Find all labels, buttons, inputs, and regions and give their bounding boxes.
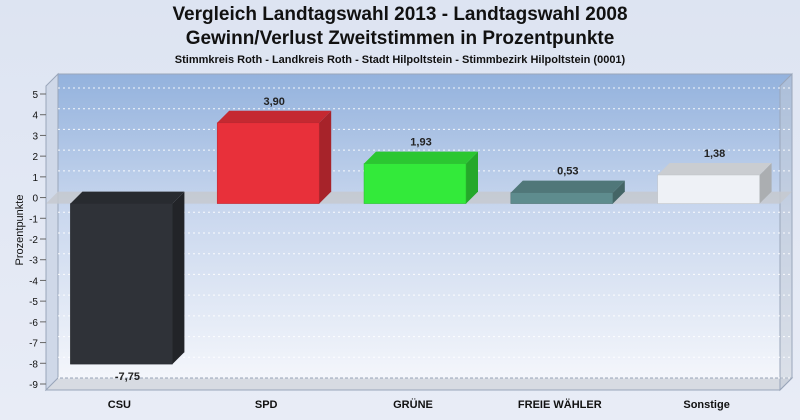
y-tick-label: 1 bbox=[32, 173, 38, 184]
x-category-label: FREIE WÄHLER bbox=[518, 398, 602, 411]
bar-top bbox=[217, 110, 332, 123]
bar-side bbox=[319, 110, 332, 204]
data-label: 0,53 bbox=[557, 166, 578, 178]
y-tick-label: -3 bbox=[29, 256, 38, 267]
bar-front bbox=[657, 174, 760, 204]
bar-front bbox=[510, 192, 614, 204]
data-label: 3,90 bbox=[263, 96, 284, 108]
y-tick-label: 3 bbox=[32, 131, 38, 142]
bar-front bbox=[70, 203, 173, 365]
data-label: 1,38 bbox=[704, 148, 725, 160]
y-tick-label: 2 bbox=[32, 152, 38, 163]
bar-grüne: 1,93 bbox=[363, 137, 478, 204]
bar-freie-wähler: 0,53 bbox=[510, 166, 625, 204]
x-category-label: CSU bbox=[108, 399, 131, 411]
x-category-label: SPD bbox=[255, 399, 278, 411]
bar-top bbox=[657, 162, 772, 175]
y-tick-label: -9 bbox=[29, 380, 38, 391]
chart-region-caption: Stimmkreis Roth - Landkreis Roth - Stadt… bbox=[174, 54, 626, 66]
bar-spd: 3,90 bbox=[216, 96, 332, 204]
y-tick-label: 0 bbox=[32, 194, 38, 205]
bar-side bbox=[612, 180, 625, 204]
chart-subtitle: Gewinn/Verlust Zweitstimmen in Prozentpu… bbox=[185, 28, 615, 49]
bar-side bbox=[466, 151, 478, 204]
plot-side-wall bbox=[45, 72, 59, 392]
y-tick-label: -5 bbox=[29, 297, 38, 308]
data-label: 1,93 bbox=[410, 137, 431, 149]
bar-top bbox=[70, 191, 185, 204]
x-category-label: GRÜNE bbox=[393, 398, 433, 411]
x-category-label: Sonstige bbox=[683, 399, 729, 411]
y-tick-label: 5 bbox=[32, 90, 38, 101]
y-ticks: 5 4 3 2 1 0 -1 -2 -3 -4 -5 -6 -7 -8 -9 bbox=[29, 90, 46, 391]
y-tick-label: -2 bbox=[29, 235, 38, 246]
bar-top bbox=[364, 151, 478, 164]
bar-sonstige: 1,38 bbox=[657, 148, 772, 204]
bar-side bbox=[172, 191, 185, 365]
y-tick-label: -7 bbox=[29, 339, 38, 350]
y-tick-label: -6 bbox=[29, 318, 38, 329]
chart-title: Vergleich Landtagswahl 2013 - Landtagswa… bbox=[172, 4, 628, 25]
bars: -7,75 3,90 1,93 0,53 1,38 bbox=[70, 96, 772, 383]
bar-front bbox=[216, 122, 320, 204]
y-tick-label: -4 bbox=[29, 276, 38, 287]
x-categories: CSU SPD GRÜNE FREIE WÄHLER Sonstige bbox=[108, 398, 730, 411]
bar-side bbox=[759, 162, 772, 204]
y-tick-label: 4 bbox=[32, 111, 38, 122]
data-label: -7,75 bbox=[115, 371, 140, 383]
plot-floor bbox=[44, 377, 794, 391]
plot-right-edge bbox=[779, 72, 793, 392]
bar-top bbox=[510, 180, 625, 193]
y-tick-label: -1 bbox=[29, 214, 38, 225]
bar-csu: -7,75 bbox=[70, 191, 185, 383]
y-tick-label: -8 bbox=[29, 359, 38, 370]
bar-front bbox=[363, 163, 467, 204]
